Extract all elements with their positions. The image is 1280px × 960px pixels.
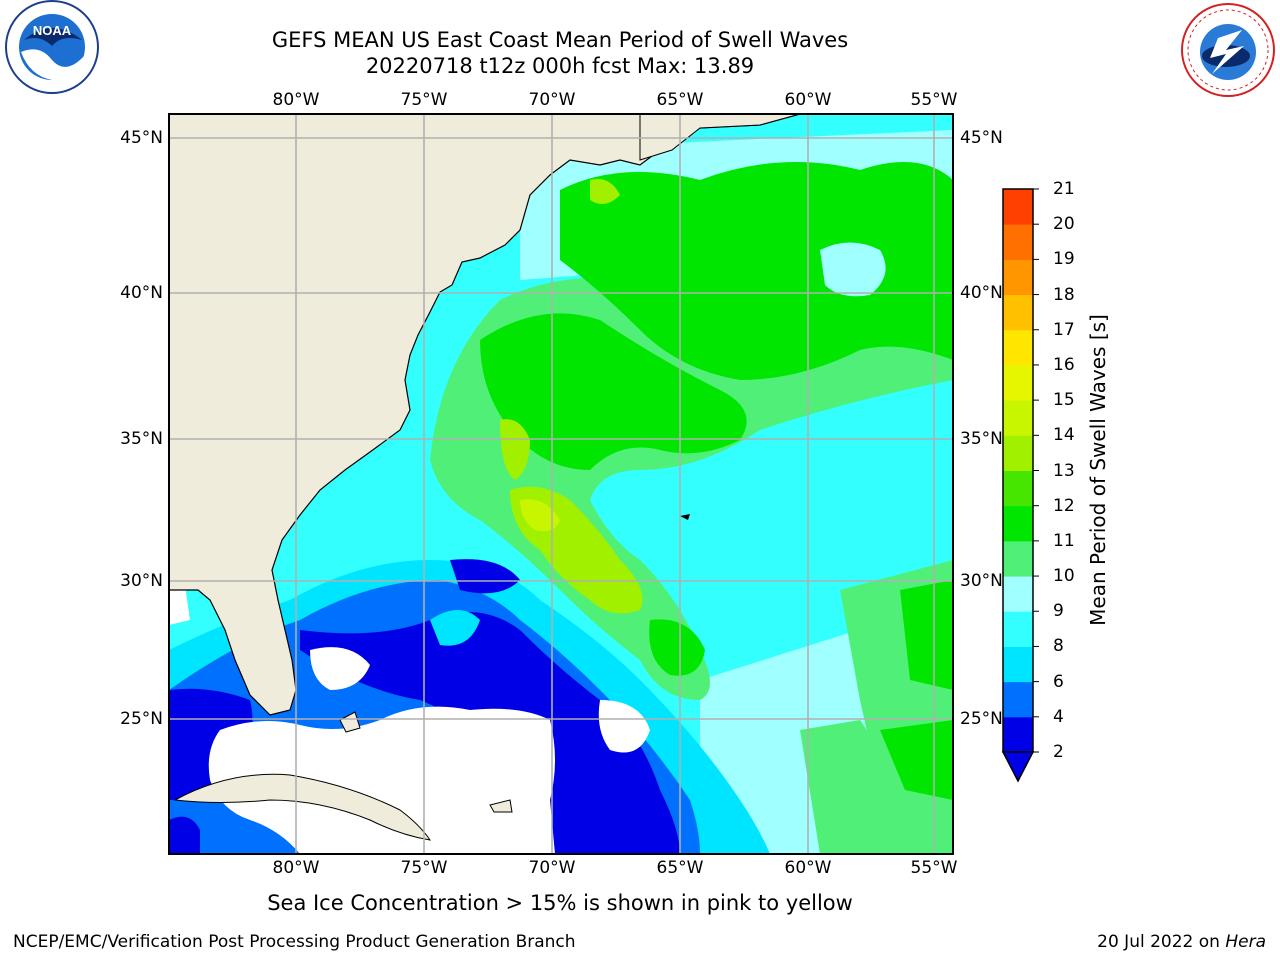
colorbar-tick-label: 9 bbox=[1053, 601, 1064, 622]
sea-ice-note: Sea Ice Concentration > 15% is shown in … bbox=[267, 891, 853, 915]
colorbar-tick-label: 11 bbox=[1053, 530, 1075, 551]
colorbar-segment bbox=[1003, 294, 1033, 331]
colorbar-segment bbox=[1003, 681, 1033, 718]
colorbar-tick-label: 14 bbox=[1053, 425, 1075, 446]
colorbar-tick-label: 6 bbox=[1053, 671, 1064, 692]
colorbar-tick-label: 12 bbox=[1053, 495, 1075, 516]
colorbar-segment bbox=[1003, 189, 1033, 225]
lat-label-right: 35°N bbox=[960, 429, 1003, 449]
colorbar-tick-label: 15 bbox=[1053, 390, 1075, 411]
map-gridlines bbox=[169, 114, 953, 854]
lon-label-top: 60°W bbox=[784, 90, 832, 110]
lon-label-top: 65°W bbox=[656, 90, 704, 110]
lon-label-bottom: 65°W bbox=[656, 858, 704, 878]
lon-label-top: 70°W bbox=[528, 90, 576, 110]
colorbar-segment bbox=[1003, 259, 1033, 296]
swell-period-field bbox=[169, 114, 953, 854]
colorbar-tick-label: 17 bbox=[1053, 319, 1075, 340]
lat-label-left: 45°N bbox=[120, 128, 163, 148]
colorbar-tick-label: 20 bbox=[1053, 214, 1075, 235]
noaa-logo: NOAA bbox=[5, 0, 99, 94]
lat-label-right: 45°N bbox=[960, 128, 1003, 148]
colorbar-label: Mean Period of Swell Waves [s] bbox=[1086, 314, 1110, 626]
map-subtitle: 20220718 t12z 000h fcst Max: 13.89 bbox=[365, 54, 755, 78]
colorbar-tick-label: 16 bbox=[1053, 354, 1075, 375]
lat-label-right: 25°N bbox=[960, 709, 1003, 729]
colorbar-tick-label: 10 bbox=[1053, 566, 1075, 587]
colorbar-segment bbox=[1003, 224, 1033, 260]
lon-label-top: 75°W bbox=[400, 90, 448, 110]
lat-label-left: 25°N bbox=[120, 709, 163, 729]
colorbar-segment bbox=[1003, 364, 1033, 401]
colorbar-segment bbox=[1003, 646, 1033, 683]
lon-label-top: 55°W bbox=[910, 90, 958, 110]
colorbar-tick-label: 13 bbox=[1053, 460, 1075, 481]
lon-label-top: 80°W bbox=[272, 90, 320, 110]
date-stamp: 20 Jul 2022 on Hera bbox=[1097, 932, 1266, 952]
lon-label-bottom: 75°W bbox=[400, 858, 448, 878]
colorbar-tick-label: 8 bbox=[1053, 636, 1064, 657]
colorbar-segment bbox=[1003, 470, 1033, 507]
lat-label-right: 30°N bbox=[960, 571, 1003, 591]
colorbar-segment bbox=[1003, 540, 1033, 577]
colorbar-segment bbox=[1003, 329, 1033, 366]
lat-label-right: 40°N bbox=[960, 283, 1003, 303]
colorbar-segment bbox=[1003, 505, 1033, 542]
colorbar-tick-label: 18 bbox=[1053, 284, 1075, 305]
lat-label-left: 35°N bbox=[120, 429, 163, 449]
credit-line: NCEP/EMC/Verification Post Processing Pr… bbox=[13, 932, 576, 952]
map-frame bbox=[168, 113, 954, 855]
lat-label-left: 40°N bbox=[120, 283, 163, 303]
map-title: GEFS MEAN US East Coast Mean Period of S… bbox=[271, 28, 849, 52]
colorbar-segment bbox=[1003, 435, 1033, 471]
national-weather-service-logo bbox=[1181, 3, 1275, 97]
colorbar-segment bbox=[1003, 576, 1033, 612]
lon-label-bottom: 80°W bbox=[272, 858, 320, 878]
colorbar-tick-label: 19 bbox=[1053, 249, 1075, 270]
colorbar-tick-label: 4 bbox=[1053, 706, 1064, 727]
lat-label-left: 30°N bbox=[120, 571, 163, 591]
colorbar-extend-min bbox=[1001, 751, 1035, 783]
host-name: Hera bbox=[1225, 932, 1266, 952]
colorbar-tick-label: 21 bbox=[1053, 179, 1075, 199]
lon-label-bottom: 70°W bbox=[528, 858, 576, 878]
colorbar-tick-label: 2 bbox=[1053, 742, 1064, 762]
lon-label-bottom: 55°W bbox=[910, 858, 958, 878]
date-text: 20 Jul 2022 on bbox=[1097, 932, 1226, 952]
colorbar-segment bbox=[1003, 611, 1033, 647]
colorbar-segment bbox=[1003, 716, 1033, 753]
lon-label-bottom: 60°W bbox=[784, 858, 832, 878]
noaa-logo-text: NOAA bbox=[33, 23, 72, 38]
colorbar bbox=[1003, 188, 1039, 753]
colorbar-segment bbox=[1003, 400, 1033, 436]
